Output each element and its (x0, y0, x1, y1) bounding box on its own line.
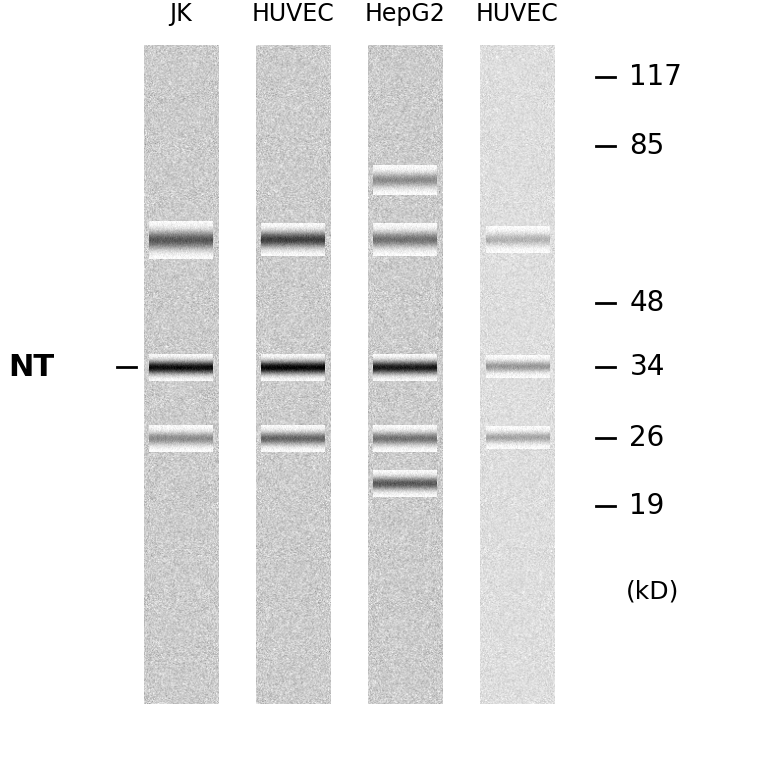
FancyBboxPatch shape (144, 45, 219, 704)
Text: 26: 26 (630, 424, 665, 452)
Text: JK: JK (170, 2, 193, 27)
FancyBboxPatch shape (256, 45, 331, 704)
Text: HUVEC: HUVEC (476, 2, 558, 27)
Text: 85: 85 (630, 132, 665, 160)
Text: 48: 48 (630, 290, 665, 318)
Text: HepG2: HepG2 (365, 2, 445, 27)
Text: HUVEC: HUVEC (251, 2, 335, 27)
FancyBboxPatch shape (480, 45, 555, 704)
Text: (kD): (kD) (626, 580, 679, 604)
Text: 117: 117 (630, 63, 682, 91)
Text: NT: NT (8, 353, 54, 382)
Text: 34: 34 (630, 353, 665, 381)
FancyBboxPatch shape (367, 45, 442, 704)
Text: 19: 19 (630, 492, 665, 520)
